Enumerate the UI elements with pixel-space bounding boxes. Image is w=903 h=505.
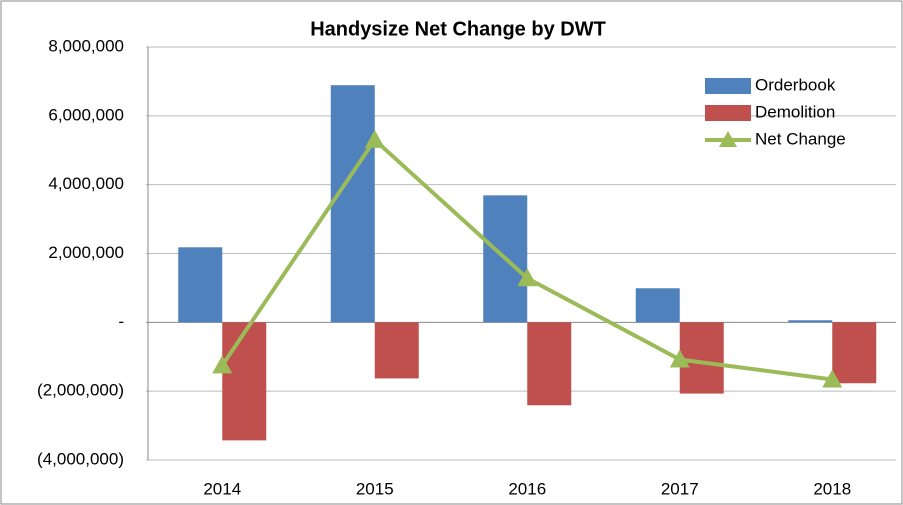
x-tick-label: 2014 (203, 479, 241, 498)
y-tick-label: 2,000,000 (48, 243, 124, 262)
bar (178, 247, 223, 323)
y-tick-label: 8,000,000 (48, 36, 124, 55)
chart-title: Handysize Net Change by DWT (310, 18, 606, 40)
marker (517, 268, 538, 287)
marker (212, 355, 233, 374)
x-tick-label: 2017 (661, 479, 699, 498)
marker (364, 129, 385, 148)
bar (527, 322, 572, 406)
y-tick-label: (4,000,000) (37, 449, 124, 468)
marker (669, 349, 690, 368)
y-tick-label: (2,000,000) (37, 381, 124, 400)
bar (330, 85, 375, 323)
bar (222, 322, 267, 441)
x-tick-label: 2016 (508, 479, 546, 498)
marker (822, 369, 843, 388)
bar (374, 322, 419, 379)
x-tick-label: 2018 (813, 479, 851, 498)
y-tick-label: 6,000,000 (48, 105, 124, 124)
legend-label: Net Change (755, 129, 846, 148)
legend-marker (719, 131, 737, 147)
y-tick-label: 4,000,000 (48, 174, 124, 193)
bar (788, 320, 833, 323)
bar (832, 322, 877, 384)
legend-label: Demolition (755, 102, 835, 121)
bar (635, 288, 680, 323)
y-tick-label: - (118, 312, 124, 331)
legend-label: Orderbook (755, 75, 836, 94)
bar (679, 322, 724, 394)
legend-swatch (705, 105, 751, 121)
x-tick-label: 2015 (356, 479, 394, 498)
legend-swatch (705, 78, 751, 94)
